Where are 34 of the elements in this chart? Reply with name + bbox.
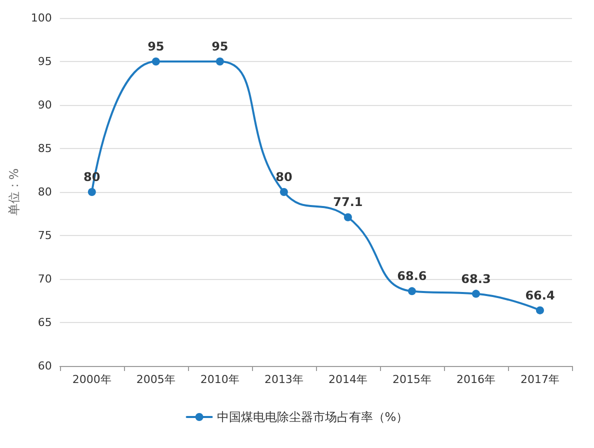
data-label: 80 [276,170,292,184]
data-label: 68.6 [397,269,427,284]
point [536,306,544,314]
x-tick-label: 2005年 [136,373,176,386]
x-tick-label: 2000年 [72,373,112,386]
y-tick-label: 90 [38,98,52,112]
x-tick-label: 2013年 [264,373,304,386]
y-tick-label: 70 [38,272,52,286]
x-tick-label: 2017年 [520,373,560,386]
data-label: 77.1 [333,195,363,210]
x-tick-label: 2014年 [328,373,368,386]
data-label: 95 [212,40,228,54]
data-label: 95 [148,40,164,54]
point [216,58,224,66]
point [408,287,416,296]
x-tick-label: 2015年 [392,373,432,386]
y-tick-label: 85 [38,142,52,155]
y-tick-label: 95 [38,55,52,68]
point [152,58,160,66]
data-label: 66.4 [525,288,555,302]
y-axis-title: 单位：% [7,168,21,216]
y-tick-label: 80 [38,186,52,198]
x-tick-label: 2016年 [456,373,496,386]
legend-label: 中国煤电电除尘器市场占有率（%） [216,410,408,424]
point [280,188,288,196]
y-tick-label: 60 [38,360,52,372]
y-tick-label: 65 [38,316,52,329]
y-tick-label: 75 [38,229,52,242]
point [88,188,96,196]
x-tick-label: 2010年 [200,373,240,386]
point [472,290,480,298]
point [344,213,352,222]
data-label: 68.3 [461,272,491,286]
y-tick-label: 100 [30,12,52,24]
